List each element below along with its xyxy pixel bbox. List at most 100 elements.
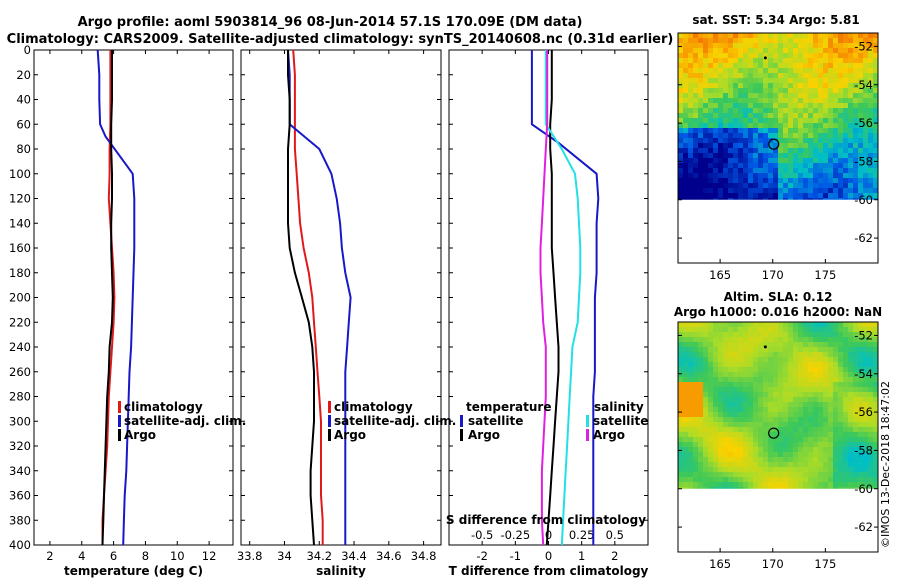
map-cell <box>738 133 744 139</box>
map-cell <box>693 402 699 408</box>
map-cell <box>778 382 784 388</box>
map-cell <box>723 392 729 398</box>
map-nodata <box>678 199 878 263</box>
map-cell <box>778 322 784 328</box>
map-cell <box>838 143 844 149</box>
map-cell <box>713 467 719 473</box>
map-cell <box>778 417 784 423</box>
map-cell <box>713 88 719 94</box>
map-cell <box>868 118 874 124</box>
map-cell <box>728 133 734 139</box>
map-cell <box>808 367 814 373</box>
map-cell <box>783 472 789 478</box>
map-cell <box>708 118 714 124</box>
map-cell <box>818 452 824 458</box>
map-cell <box>868 322 874 328</box>
map-cell <box>698 148 704 154</box>
map-cell <box>758 447 764 453</box>
map-cell <box>698 188 704 194</box>
map-cell <box>833 342 839 348</box>
map-cell <box>703 133 709 139</box>
map-cell <box>848 178 854 184</box>
map-cell <box>808 332 814 338</box>
map-cell <box>713 462 719 468</box>
map-cell <box>703 377 709 383</box>
map-cell <box>753 432 759 438</box>
map-cell <box>693 183 699 189</box>
map-cell <box>703 327 709 333</box>
map-cell <box>783 193 789 199</box>
map-cell <box>723 447 729 453</box>
legend-label-climatology: climatology <box>124 400 203 414</box>
legend-swatch-s-argo <box>586 429 589 441</box>
map-cell <box>833 397 839 403</box>
map-cell <box>783 402 789 408</box>
map-cell <box>788 88 794 94</box>
map-cell <box>823 322 829 328</box>
map-cell <box>833 362 839 368</box>
map-cell <box>738 417 744 423</box>
map-cell <box>688 153 694 159</box>
depth-tick-label: 260 <box>9 365 31 379</box>
map-cell <box>698 153 704 159</box>
map-cell <box>778 83 784 89</box>
map-cell <box>843 407 849 413</box>
map-cell <box>768 482 774 488</box>
map-cell <box>778 462 784 468</box>
map-cell <box>728 332 734 338</box>
map-cell <box>818 103 824 109</box>
map-cell <box>738 362 744 368</box>
map-cell <box>718 322 724 328</box>
map-cell <box>763 347 769 353</box>
series-line-satellite-adj-clim- <box>96 49 136 546</box>
map-cell <box>833 78 839 84</box>
map-cell <box>763 397 769 403</box>
map-cell <box>718 372 724 378</box>
map-cell <box>783 113 789 119</box>
map-cell <box>743 402 749 408</box>
map-cell <box>688 477 694 483</box>
map-cell <box>683 417 689 423</box>
map-cell <box>733 437 739 443</box>
map-cell <box>728 352 734 358</box>
map-cell <box>833 113 839 119</box>
map-cell <box>868 402 874 408</box>
map-cell <box>803 158 809 164</box>
map-cell <box>688 432 694 438</box>
map-cell <box>698 168 704 174</box>
map-cell <box>758 143 764 149</box>
map-cell <box>858 143 864 149</box>
map-cell <box>803 392 809 398</box>
map-cell <box>828 442 834 448</box>
map-cell <box>808 482 814 488</box>
map-cell <box>713 123 719 129</box>
map-cell <box>703 158 709 164</box>
map-cell <box>873 407 879 413</box>
map-cell <box>793 367 799 373</box>
map-cell <box>743 148 749 154</box>
map-cell <box>818 477 824 483</box>
map-cell <box>773 397 779 403</box>
map-cell <box>688 362 694 368</box>
map-cell <box>773 367 779 373</box>
map-cell <box>688 457 694 463</box>
map-cell <box>763 33 769 39</box>
map-cell <box>783 108 789 114</box>
map-cell <box>838 467 844 473</box>
map-cell <box>813 48 819 54</box>
map-cell <box>793 83 799 89</box>
map-cell <box>753 442 759 448</box>
map-cell <box>838 168 844 174</box>
map-cell <box>693 168 699 174</box>
map-cell <box>873 88 879 94</box>
map-cell <box>853 327 859 333</box>
s-tick-label: -0.5 <box>471 528 493 542</box>
map-cell <box>803 427 809 433</box>
map-cell <box>838 337 844 343</box>
map-cell <box>868 98 874 104</box>
map-cell <box>743 437 749 443</box>
map-cell <box>738 33 744 39</box>
map-cell <box>733 188 739 194</box>
map-cell <box>853 362 859 368</box>
map-cell <box>718 138 724 144</box>
